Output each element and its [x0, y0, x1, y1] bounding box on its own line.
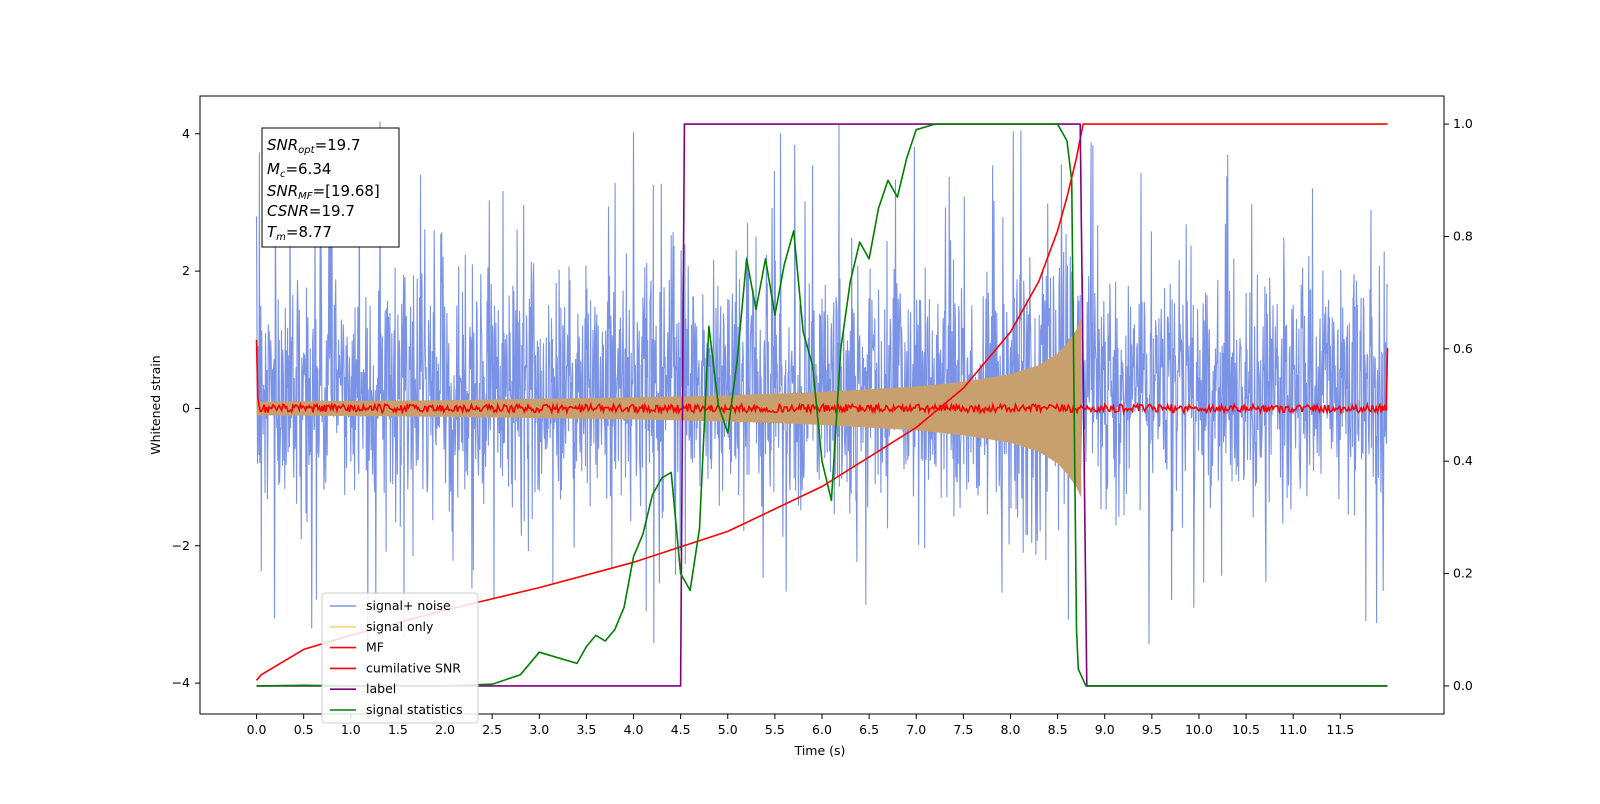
series-signal-noise [255, 121, 1389, 653]
annotation-mc: Mc=6.34 [267, 160, 331, 180]
x-tick-label: 1.0 [341, 722, 361, 737]
x-tick-label: 4.5 [671, 722, 691, 737]
x-tick-label: 9.0 [1095, 722, 1115, 737]
x-axis: 0.0 0.5 1.0 1.5 2.0 2.5 3.0 3.5 4.0 4.5 5.0 5.5 6.0 6… [247, 714, 1354, 737]
y-left-tick-label: −2 [172, 538, 190, 553]
x-tick-label: 4.0 [624, 722, 644, 737]
y-axis-left: 4 2 0 −2 −4 [172, 126, 200, 690]
legend-label: signal+ noise [366, 598, 451, 613]
annotation-frame [261, 127, 400, 248]
legend-label: signal statistics [366, 702, 463, 717]
legend-label: MF [366, 640, 384, 655]
y-right-tick-label: 0.4 [1453, 453, 1473, 468]
y-right-tick-label: 1.0 [1453, 116, 1473, 131]
legend: signal+ noise signal only MF cumilative SNR… [321, 592, 479, 724]
legend-label: signal only [366, 619, 434, 634]
y-right-tick-label: 0.0 [1453, 678, 1473, 693]
annotation-csnr: CSNR=19.7 [267, 202, 355, 220]
x-tick-label: 6.0 [812, 722, 832, 737]
y-right-tick-label: 0.8 [1453, 228, 1473, 243]
x-tick-label: 7.0 [906, 722, 926, 737]
y-axis-right: 1.0 0.8 0.6 0.4 0.2 0.0 [1444, 116, 1473, 693]
y-right-tick-label: 0.6 [1453, 341, 1473, 356]
y-left-tick-label: −4 [172, 675, 190, 690]
x-tick-label: 8.0 [1001, 722, 1021, 737]
x-tick-label: 2.5 [482, 722, 502, 737]
x-tick-label: 0.5 [294, 722, 314, 737]
annotation-box: SNRopt=19.7 Mc=6.34 SNRMF=[19.68] CSNR=1… [261, 127, 400, 248]
legend-frame [321, 592, 479, 724]
series-mf [255, 339, 1389, 416]
y-left-tick-label: 4 [182, 126, 190, 141]
x-tick-label: 1.5 [388, 722, 408, 737]
x-tick-label: 2.0 [435, 722, 455, 737]
x-tick-label: 3.5 [576, 722, 596, 737]
x-tick-label: 11.0 [1279, 722, 1307, 737]
y-axis-label: Whitened strain [148, 355, 163, 454]
legend-entries: signal+ noise signal only MF cumilative SNR… [330, 598, 463, 717]
annotation-snr-mf: SNRMF=[19.68] [267, 182, 380, 202]
annotation-tm: Tm=8.77 [267, 223, 332, 243]
annotation-snr-opt: SNRopt=19.7 [267, 136, 361, 156]
series-signal-statistics [256, 123, 1388, 687]
legend-label: label [366, 681, 396, 696]
x-tick-label: 5.0 [718, 722, 738, 737]
x-tick-label: 11.5 [1326, 722, 1354, 737]
x-tick-label: 3.0 [529, 722, 549, 737]
y-left-tick-label: 0 [182, 400, 190, 415]
x-tick-label: 8.5 [1048, 722, 1068, 737]
x-tick-label: 5.5 [765, 722, 785, 737]
x-tick-label: 9.5 [1142, 722, 1162, 737]
y-left-tick-label: 2 [182, 263, 190, 278]
x-tick-label: 10.5 [1232, 722, 1260, 737]
y-right-tick-label: 0.2 [1453, 566, 1473, 581]
x-tick-label: 7.5 [953, 722, 973, 737]
x-axis-label: Time (s) [794, 743, 846, 758]
legend-label: cumilative SNR [366, 660, 461, 675]
x-tick-label: 10.0 [1185, 722, 1213, 737]
x-tick-label: 6.5 [859, 722, 879, 737]
x-tick-label: 0.0 [247, 722, 267, 737]
